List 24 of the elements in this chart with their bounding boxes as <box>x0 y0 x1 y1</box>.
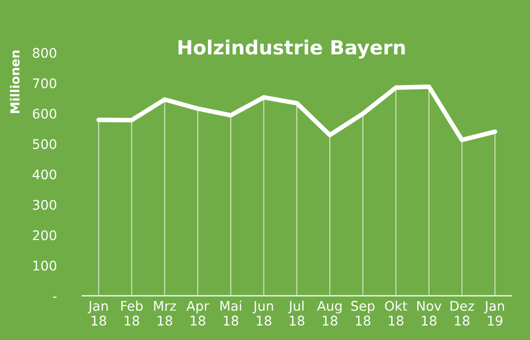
y-tick-label: - <box>53 296 57 298</box>
x-tick-label: Aug 18 <box>317 301 342 326</box>
y-tick-label: 400 <box>32 169 56 180</box>
y-tick-label: 100 <box>33 260 56 271</box>
y-tick-label: 600 <box>32 108 56 119</box>
x-tick-label: Jul 18 <box>288 300 304 326</box>
x-tick-label: Mai 18 <box>220 300 242 326</box>
x-tick-label: Mrz 18 <box>154 301 176 326</box>
x-tick-label: Sep 18 <box>351 300 375 326</box>
y-tick-label: 300 <box>32 200 56 210</box>
y-tick-label: 800 <box>32 48 56 58</box>
x-tick-label: Apr 18 <box>186 301 210 326</box>
x-tick-label: Feb 18 <box>121 300 143 326</box>
y-tick-label: 700 <box>33 78 56 88</box>
x-tick-label: Dez 18 <box>450 301 474 326</box>
x-tick-label: Jan 19 <box>484 301 504 326</box>
x-tick-label: Jan 18 <box>88 301 108 326</box>
y-axis-title: Millionen <box>10 50 20 113</box>
x-tick-label: Nov 18 <box>417 301 442 326</box>
x-tick-label: Okt 18 <box>385 300 408 326</box>
y-tick-label: 500 <box>32 139 56 150</box>
y-tick-label: 200 <box>32 230 56 240</box>
chart-title: Holzindustrie Bayern <box>178 40 405 59</box>
x-tick-label: Jun 18 <box>252 301 273 326</box>
